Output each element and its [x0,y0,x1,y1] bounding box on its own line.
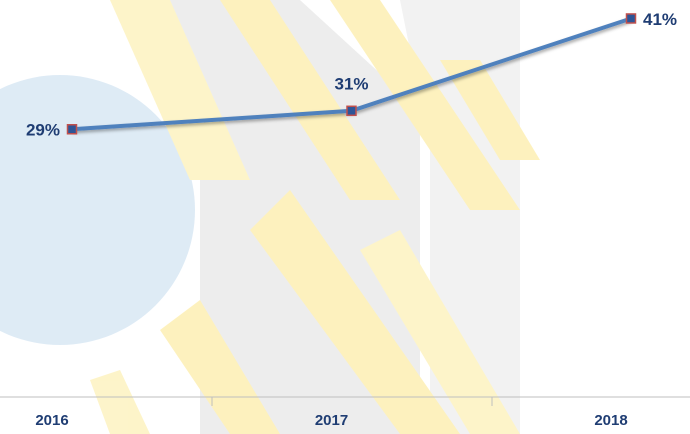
data-label: 31% [334,74,368,93]
x-tick-label: 2016 [35,412,68,429]
marker [625,13,637,24]
background-decoration [0,0,540,434]
data-label: 29% [26,121,60,140]
marker [66,124,78,135]
x-tick-label: 2017 [315,412,348,429]
x-tick-label: 2018 [594,412,627,429]
data-label: 41% [643,10,677,29]
marker [346,105,357,117]
